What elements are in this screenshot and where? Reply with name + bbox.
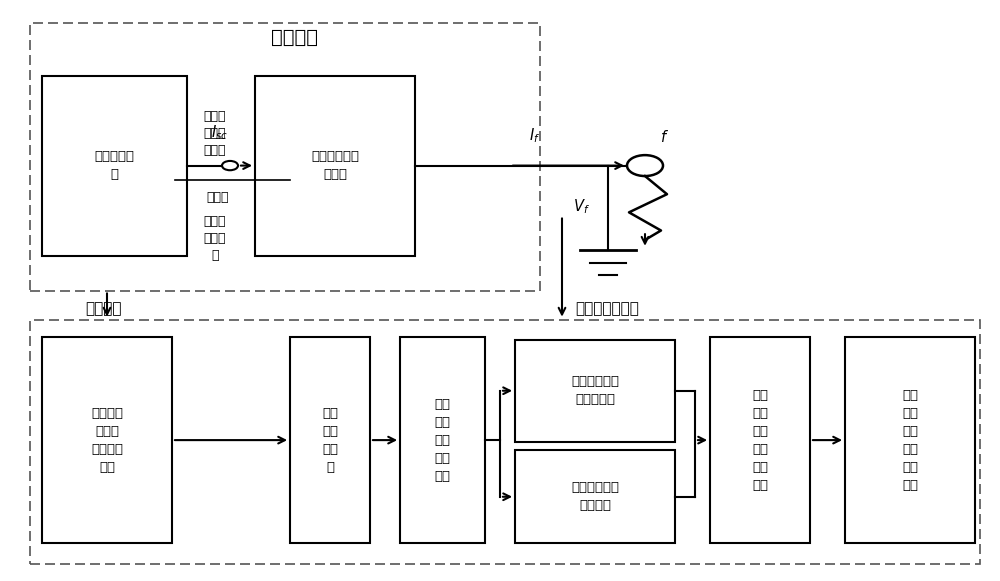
Text: 三相不对称供
电设备: 三相不对称供 电设备: [311, 150, 359, 181]
Bar: [30, 23, 540, 290]
Text: 三相对称电
网: 三相对称电 网: [94, 150, 134, 181]
Text: 计算
机操
作系
统脚
本解
释器: 计算 机操 作系 统脚 本解 释器: [752, 389, 768, 492]
Text: 系统等
值参数
属性库: 系统等 值参数 属性库: [204, 110, 226, 157]
Bar: [845, 337, 975, 543]
Text: $f$: $f$: [660, 129, 669, 145]
Text: 三相不对称设
备实例对象: 三相不对称设 备实例对象: [571, 375, 619, 406]
Text: 脚本
语言
编辑
器: 脚本 语言 编辑 器: [322, 407, 338, 474]
Bar: [30, 320, 980, 564]
Bar: [42, 76, 187, 256]
Bar: [290, 337, 370, 543]
Text: 电网数据
管理和
分析计算
平台: 电网数据 管理和 分析计算 平台: [91, 407, 123, 474]
Text: $I_{sc}$: $I_{sc}$: [211, 124, 229, 142]
Text: $I_f$: $I_f$: [529, 127, 541, 145]
Text: 接入点: 接入点: [207, 191, 229, 203]
Bar: [255, 76, 415, 256]
Text: 供电系统: 供电系统: [272, 28, 318, 47]
Bar: [515, 340, 675, 442]
Text: 数据建模: 数据建模: [85, 302, 122, 317]
Bar: [515, 450, 675, 543]
Bar: [710, 337, 810, 543]
Text: 设备参
数属性
库: 设备参 数属性 库: [204, 215, 226, 261]
Text: 自定
义短
路计
算方
法库: 自定 义短 路计 算方 法库: [434, 397, 450, 483]
Text: 三相对称系统
实例对象: 三相对称系统 实例对象: [571, 481, 619, 512]
Bar: [42, 337, 172, 543]
Text: 返回
短路
计算
结果
实例
对象: 返回 短路 计算 结果 实例 对象: [902, 389, 918, 492]
Bar: [400, 337, 485, 543]
Text: 故障设备和位置: 故障设备和位置: [575, 302, 639, 317]
Text: $V_f$: $V_f$: [573, 197, 590, 216]
